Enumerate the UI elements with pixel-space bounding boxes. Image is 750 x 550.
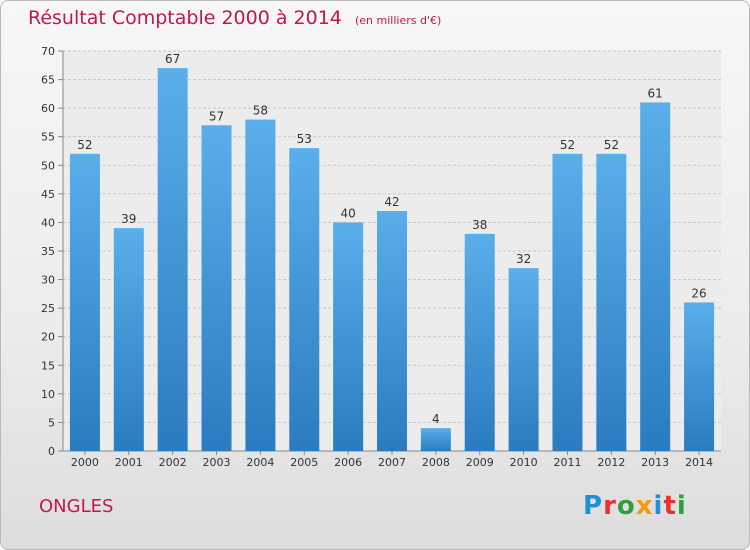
data-label: 39 (121, 212, 136, 226)
data-label: 61 (648, 86, 663, 100)
y-tick-label: 50 (41, 159, 55, 172)
x-tick-label: 2014 (685, 456, 713, 469)
chart-title: Résultat Comptable 2000 à 2014 (28, 7, 342, 29)
data-label: 67 (165, 52, 180, 66)
data-label: 26 (691, 286, 706, 300)
logo-letter: i (653, 491, 664, 521)
bar (201, 125, 232, 452)
data-label: 53 (297, 132, 312, 146)
x-tick-label: 2010 (510, 456, 538, 469)
x-tick-label: 2007 (378, 456, 406, 469)
bar (508, 268, 539, 451)
logo-letter: r (603, 491, 617, 521)
x-tick-label: 2011 (553, 456, 581, 469)
logo-letter: t (663, 491, 677, 521)
y-tick-label: 70 (41, 45, 55, 58)
bar (333, 222, 364, 451)
x-tick-label: 2004 (246, 456, 274, 469)
bar (157, 68, 188, 452)
bar (640, 102, 671, 451)
y-tick-label: 15 (41, 359, 55, 372)
y-tick-label: 30 (41, 274, 55, 287)
logo-letter: o (616, 491, 636, 521)
bar (464, 233, 495, 451)
data-label: 52 (77, 138, 92, 152)
y-tick-label: 5 (48, 416, 55, 429)
data-label: 40 (340, 206, 355, 220)
bar (552, 153, 583, 451)
bar (377, 211, 407, 451)
bar (420, 428, 451, 451)
x-tick-label: 2008 (422, 456, 450, 469)
y-tick-label: 25 (41, 302, 55, 315)
y-tick-label: 40 (41, 216, 55, 229)
y-tick-label: 35 (41, 245, 55, 258)
data-label: 32 (516, 252, 531, 266)
town-name: ONGLES (39, 496, 114, 517)
x-tick-label: 2009 (466, 456, 494, 469)
data-label: 58 (253, 104, 268, 118)
logo-letter: x (635, 491, 654, 521)
bar (69, 153, 100, 451)
y-tick-label: 0 (48, 445, 55, 458)
data-label: 4 (432, 412, 440, 426)
data-label: 38 (472, 218, 487, 232)
data-label: 57 (209, 109, 224, 123)
data-label: 52 (560, 138, 575, 152)
x-tick-label: 2003 (203, 456, 231, 469)
bar (245, 119, 276, 452)
chart-subtitle: (en milliers d'€) (354, 14, 442, 27)
y-tick-label: 55 (41, 131, 55, 144)
data-label: 52 (604, 138, 619, 152)
bar (113, 228, 144, 451)
bar (684, 302, 715, 451)
x-tick-label: 2000 (71, 456, 99, 469)
x-tick-label: 2002 (159, 456, 187, 469)
logo-letter: P (583, 491, 604, 521)
y-tick-label: 20 (41, 331, 55, 344)
x-tick-label: 2013 (641, 456, 669, 469)
x-tick-label: 2001 (115, 456, 143, 469)
y-tick-label: 45 (41, 188, 55, 201)
x-tick-label: 2012 (597, 456, 625, 469)
x-tick-label: 2005 (290, 456, 318, 469)
y-tick-label: 10 (41, 388, 55, 401)
chart-header: Résultat Comptable 2000 à 2014 (en milli… (28, 7, 441, 29)
y-tick-label: 60 (41, 102, 55, 115)
data-label: 42 (384, 195, 399, 209)
bar (289, 148, 320, 451)
proxiti-logo[interactable]: Proxiti (583, 491, 687, 521)
bar (596, 153, 627, 451)
x-tick-label: 2006 (334, 456, 362, 469)
y-tick-label: 65 (41, 74, 55, 87)
logo-letter: i (676, 491, 687, 521)
